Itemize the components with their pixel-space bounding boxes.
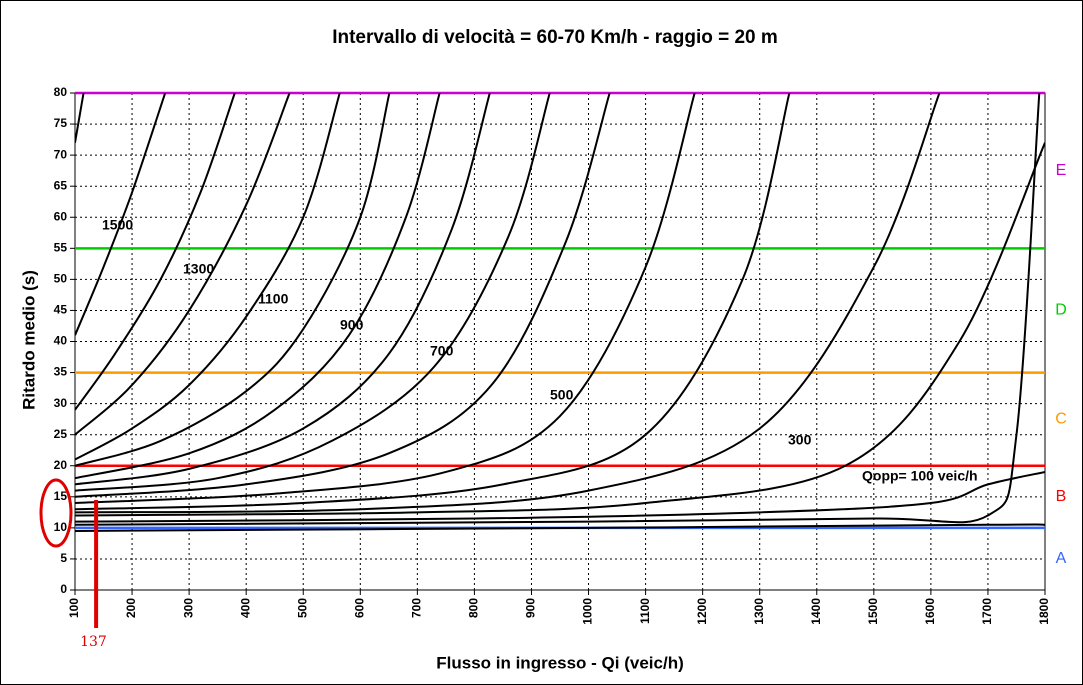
curve-label: Qopp= 100 veic/h xyxy=(862,468,978,484)
y-tick-label: 15 xyxy=(54,489,68,503)
level-label: B xyxy=(1056,488,1067,505)
x-tick-label: 1100 xyxy=(638,598,652,624)
curve-label: 500 xyxy=(550,387,574,403)
y-tick-label: 60 xyxy=(54,209,68,223)
curve xyxy=(75,93,791,511)
curve xyxy=(75,93,341,461)
curve xyxy=(75,93,696,505)
x-tick-label: 400 xyxy=(238,598,252,618)
curve-label: 900 xyxy=(340,317,364,333)
x-tick-label: 200 xyxy=(124,598,138,618)
curve-label: 700 xyxy=(430,343,454,359)
y-tick-label: 10 xyxy=(54,520,68,534)
y-tick-label: 30 xyxy=(54,396,68,410)
curve-labels: 1500 1300 1100 900 700 500 300 Qopp= 100… xyxy=(102,217,978,484)
curve xyxy=(75,93,391,467)
highlight-ellipse xyxy=(39,478,73,548)
y-axis-label: Ritardo medio (s) xyxy=(19,270,38,410)
y-tick-label: 45 xyxy=(54,303,68,317)
curve-label: 1300 xyxy=(183,261,214,277)
curve xyxy=(75,93,236,411)
x-tick-label: 1600 xyxy=(923,598,937,625)
level-label: C xyxy=(1055,410,1067,427)
x-tick-label: 1400 xyxy=(809,598,823,625)
curve xyxy=(75,93,85,143)
y-tick-label: 50 xyxy=(54,272,68,286)
x-tick-label: 600 xyxy=(352,598,366,618)
y-tick-label: 80 xyxy=(54,85,68,99)
curve xyxy=(75,142,1045,517)
curve xyxy=(75,523,1045,532)
marker-label: 137 xyxy=(80,634,107,650)
level-label: E xyxy=(1056,162,1067,179)
curve-label: 1100 xyxy=(258,291,289,307)
level-label: D xyxy=(1055,302,1067,319)
x-tick-label: 1300 xyxy=(752,598,766,625)
curve-label: 1500 xyxy=(102,217,133,233)
curve xyxy=(75,93,441,480)
y-tick-label: 0 xyxy=(60,582,67,596)
y-tick-label: 75 xyxy=(54,116,68,130)
curve xyxy=(75,93,167,336)
y-tick-label: 55 xyxy=(54,240,68,254)
curve xyxy=(75,470,1045,523)
x-tick-label: 300 xyxy=(181,598,195,618)
y-tick-label: 35 xyxy=(54,365,68,379)
x-tick-label: 500 xyxy=(295,598,309,618)
x-tick-label: 1200 xyxy=(695,598,709,625)
y-tick-label: 70 xyxy=(54,147,68,161)
x-tick-label: 800 xyxy=(467,598,481,618)
curve xyxy=(75,93,1041,526)
y-tick-label: 40 xyxy=(54,334,68,348)
curve xyxy=(75,93,551,492)
curve xyxy=(75,93,941,514)
y-tick-label: 20 xyxy=(54,458,68,472)
x-axis-label: Flusso in ingresso - Qi (veic/h) xyxy=(436,653,684,672)
level-label: A xyxy=(1056,550,1067,567)
curve xyxy=(75,93,611,498)
y-tick-label: 5 xyxy=(60,551,67,565)
chart-title: Intervallo di velocità = 60-70 Km/h - ra… xyxy=(332,27,778,48)
x-tick-label: 1700 xyxy=(980,598,994,625)
x-tick-label: 700 xyxy=(410,598,424,618)
x-tick-label: 1000 xyxy=(581,598,595,625)
curve xyxy=(75,93,491,486)
x-tick-label: 900 xyxy=(524,598,538,618)
curve xyxy=(75,93,291,436)
y-tick-label: 65 xyxy=(54,178,68,192)
x-tick-label: 1800 xyxy=(1037,598,1051,625)
curve-label: 300 xyxy=(788,432,812,448)
plot: 100 200 300 400 500 600 700 800 900 1000 1100 1200 1… xyxy=(54,85,1067,625)
x-tick-label: 100 xyxy=(67,598,81,618)
y-tick-label: 25 xyxy=(54,427,68,441)
x-tick-label: 1500 xyxy=(866,598,880,625)
